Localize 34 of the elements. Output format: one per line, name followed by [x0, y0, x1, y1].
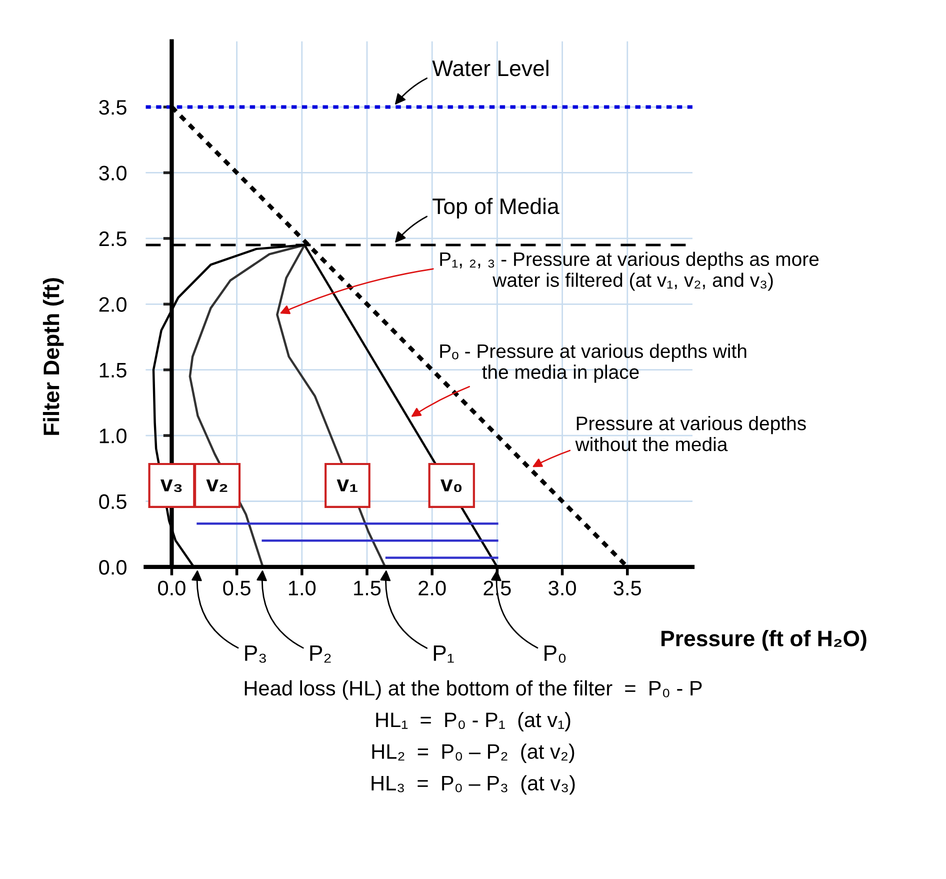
y-tick-label: 2.5 — [99, 231, 126, 246]
text: Head loss (HL) at the bottom of the filter = P₀ - P — [244, 680, 702, 700]
x-tick-label: 2.0 — [418, 580, 446, 596]
annotation: v₂ — [206, 479, 228, 492]
x-axis-title: Pressure (ft of H₂O) — [662, 630, 866, 651]
annotation: P₂ — [310, 645, 331, 663]
x-tick-label: 0.0 — [158, 580, 186, 596]
y-axis-title: Filter Depth (ft) — [42, 278, 64, 435]
text: HL₂ = P₀ – P₂ (at v₂) — [372, 744, 574, 764]
y-tick-label: 3.5 — [99, 100, 126, 115]
x-tick-label: 0.5 — [223, 580, 250, 596]
y-tick-label: 2.0 — [99, 297, 126, 312]
x-tick-label: 1.5 — [354, 580, 381, 596]
y-tick-label: 3.0 — [99, 166, 126, 180]
annotation: P₁, ₂, ₃ - Pressure at various depths as more water is filtered (at v₁, v₂, and v₃) — [440, 252, 819, 291]
x-tick-label: 1.0 — [289, 580, 316, 596]
annotation: v₀ — [440, 479, 462, 492]
annotation: v₁ — [336, 479, 358, 492]
annotation: P₀ — [544, 645, 566, 663]
ref-line-label: Water Level — [432, 60, 548, 76]
y-tick-label: 0.5 — [99, 494, 126, 510]
text: HL₁ = P₀ - P₁ (at v₁) — [376, 712, 570, 732]
text: HL₃ = P₀ – P₃ (at v₃) — [372, 775, 575, 795]
ref-line-label: Top of Media — [432, 198, 560, 219]
annotation: P₁ — [434, 645, 454, 663]
y-tick-label: 0.0 — [99, 560, 126, 575]
annotation: Pₒ - Pressure at various depths with the media in place — [440, 344, 746, 383]
y-tick-label: 1.0 — [100, 428, 126, 444]
annotation: Pressure at various depths without the media — [575, 416, 806, 452]
x-tick-label: 3.0 — [548, 580, 576, 596]
y-tick-label: 1.5 — [100, 363, 126, 378]
x-tick-label: 3.5 — [614, 580, 641, 596]
annotation: v₃ — [160, 479, 182, 492]
annotation: P₃ — [245, 645, 266, 663]
